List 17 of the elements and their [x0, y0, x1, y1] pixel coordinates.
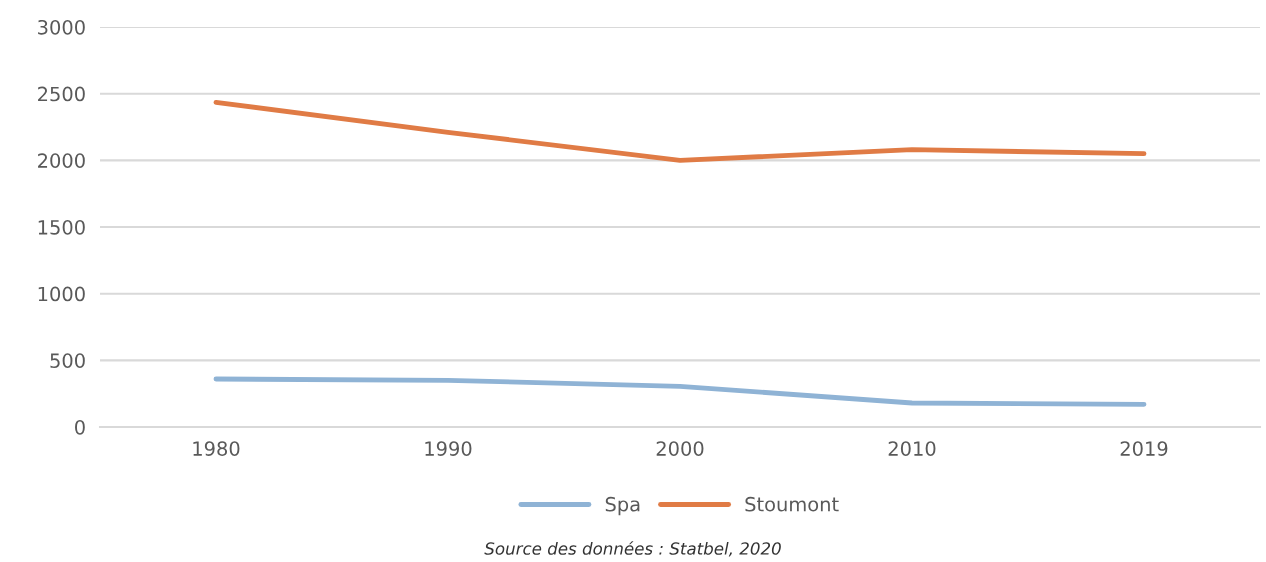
y-tick-label: 3000: [38, 19, 85, 35]
x-tick-label: 2019: [1120, 441, 1168, 456]
y-tick-label: 0: [75, 419, 85, 435]
source-note: Source des données : Statbel, 2020: [484, 541, 781, 557]
x-tick-label: 2000: [656, 441, 704, 456]
legend-label: Stoumont: [745, 496, 839, 512]
y-tick-label: 500: [50, 353, 85, 368]
x-tick-label: 2010: [888, 441, 936, 456]
line-series: [213, 99, 1147, 163]
line-series: [213, 376, 1147, 407]
x-tick-label: 1980: [193, 441, 240, 456]
y-tick-label: 1500: [38, 219, 85, 235]
y-tick-label: 1000: [38, 286, 85, 302]
y-tick-label: 2000: [38, 153, 85, 168]
y-tick-label: 2500: [38, 86, 85, 102]
legend-label: Spa: [605, 496, 640, 516]
x-tick-label: 1990: [425, 441, 472, 456]
